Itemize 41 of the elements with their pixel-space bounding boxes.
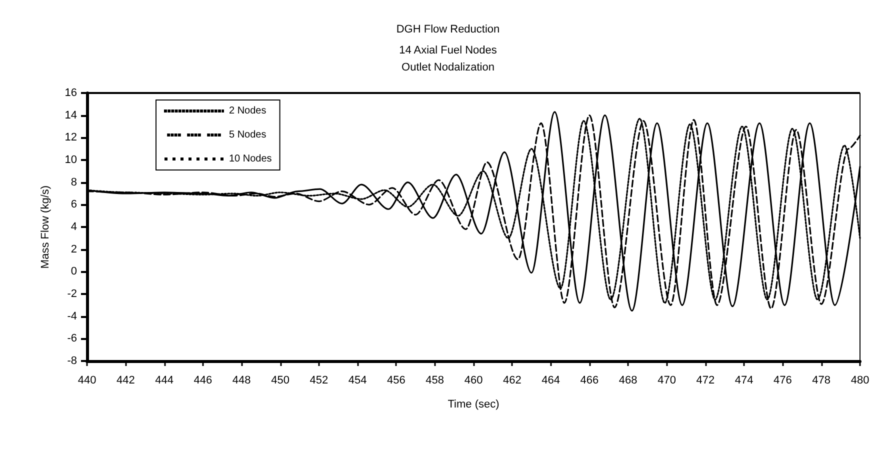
x-tick-label: 446 <box>194 374 212 386</box>
x-tick-label: 468 <box>618 374 638 386</box>
x-tick-label: 476 <box>774 374 792 386</box>
y-tick-label: 16 <box>64 87 77 99</box>
y-tick-label: 2 <box>70 243 77 256</box>
x-tick-label: 472 <box>696 374 715 386</box>
y-tick-label: 14 <box>64 109 77 122</box>
y-tick-label: 6 <box>70 198 77 211</box>
x-tick-label: 456 <box>387 374 406 386</box>
x-tick-label: 454 <box>348 374 367 386</box>
x-tick-label: 470 <box>658 374 676 386</box>
x-tick-label: 480 <box>850 374 870 386</box>
x-tick-label: 458 <box>426 374 444 386</box>
y-tick-label: 8 <box>70 176 77 188</box>
y-axis-title: Mass Flow (kg/s) <box>40 185 52 269</box>
x-axis-title: Time (sec) <box>448 398 500 410</box>
y-tick-label: 12 <box>64 132 77 144</box>
legend-label: 5 Nodes <box>229 130 266 140</box>
chart-subtitle: 14 Axial Fuel Nodes Outlet Nodalization <box>399 44 498 74</box>
y-tick-label: -2 <box>67 288 77 300</box>
x-tick-label: 450 <box>271 374 290 386</box>
x-tick-label: 460 <box>464 374 483 386</box>
y-tick-label: 4 <box>70 221 77 233</box>
x-tick-label: 444 <box>155 374 174 386</box>
x-tick-label: 478 <box>812 374 831 386</box>
y-tick-label: -8 <box>67 355 77 367</box>
legend-label: 10 Nodes <box>229 154 272 164</box>
y-tick-label: 10 <box>64 154 77 166</box>
x-tick-label: 466 <box>580 374 599 386</box>
y-tick-label: -6 <box>67 332 77 345</box>
x-tick-label: 440 <box>78 374 96 386</box>
x-tick-label: 464 <box>542 374 560 386</box>
x-tick-label: 462 <box>502 374 522 386</box>
chart-title: DGH Flow Reduction <box>396 24 500 36</box>
x-tick-label: 442 <box>116 374 135 386</box>
legend-label: 2 Nodes <box>229 106 266 116</box>
x-tick-label: 452 <box>310 374 328 386</box>
x-tick-label: 448 <box>232 374 251 386</box>
x-tick-label: 474 <box>734 374 754 386</box>
y-tick-label: 0 <box>70 266 77 278</box>
y-tick-label: -4 <box>67 310 77 322</box>
